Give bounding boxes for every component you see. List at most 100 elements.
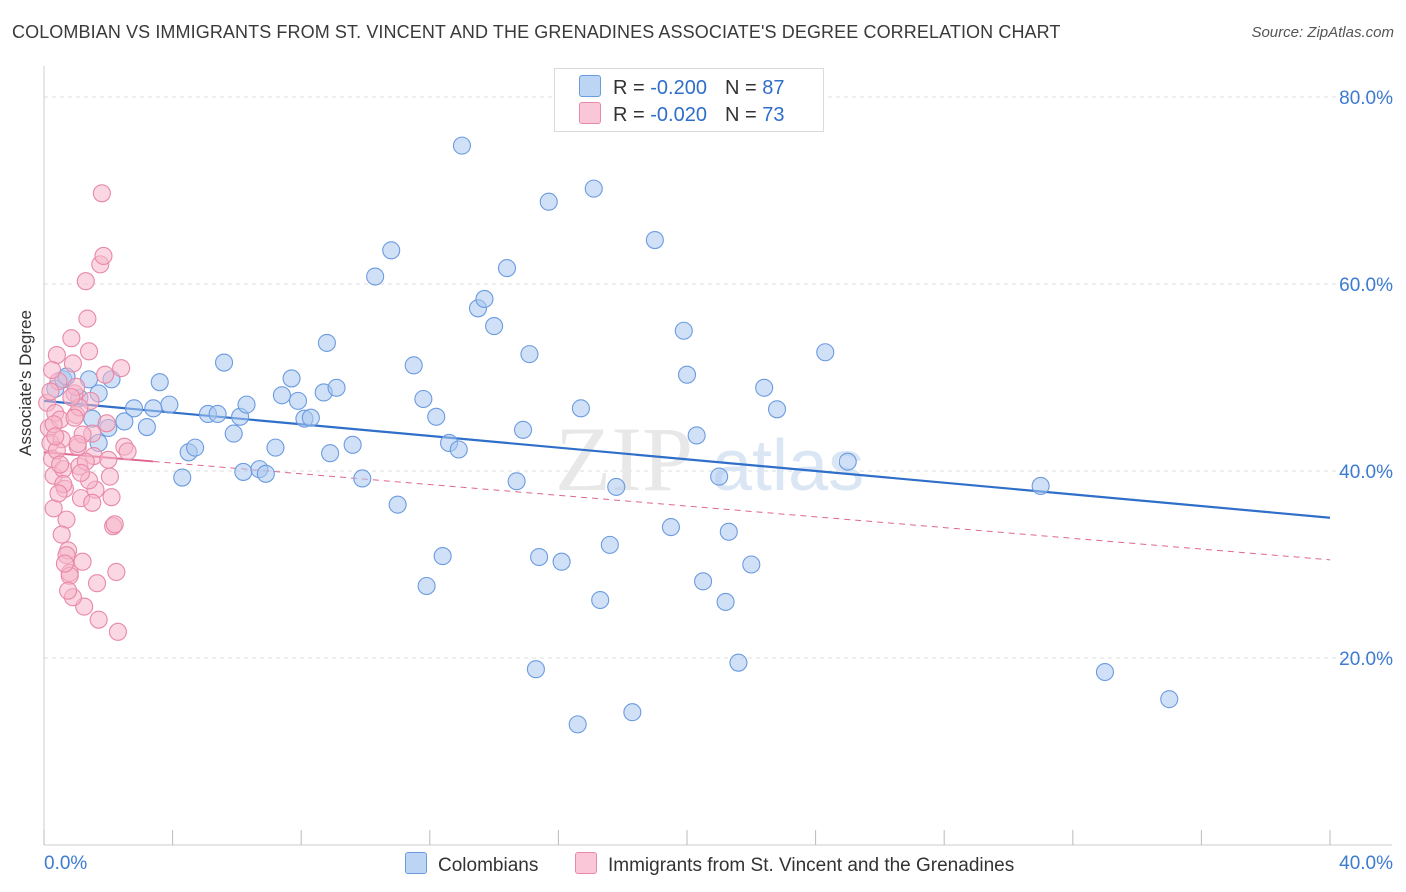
immigrant-point: [100, 467, 119, 486]
colombian-point: [520, 345, 539, 364]
colombian-point: [449, 440, 468, 459]
colombian-point: [366, 267, 385, 286]
immigrant-point: [89, 610, 108, 629]
colombian-point: [497, 259, 517, 278]
colombian-point: [729, 653, 748, 672]
colombian-point: [137, 418, 156, 437]
colombian-point: [343, 435, 362, 454]
source-label: Source: ZipAtlas.com: [1251, 24, 1394, 41]
colombian-point: [591, 590, 610, 610]
colombian-point: [452, 136, 472, 155]
colombian-point: [288, 391, 308, 410]
y-tick-label: 20.0%: [1339, 649, 1393, 670]
colombian-point: [388, 495, 407, 514]
colombian-point: [282, 369, 301, 388]
immigrant-point: [59, 581, 78, 600]
colombian-point: [485, 317, 504, 336]
immigrant-point: [105, 515, 124, 534]
immigrant-point: [63, 354, 82, 373]
immigrant-point: [87, 574, 107, 593]
immigrant-point: [94, 246, 113, 265]
tick-labels: 20.0% 40.0% 60.0% 80.0% 0.0% 40.0%: [44, 88, 1393, 874]
colombian-point: [115, 412, 134, 431]
colombian-point: [256, 464, 275, 483]
colombian-point: [710, 467, 729, 486]
immigrant-point: [41, 382, 60, 401]
colombian-point: [507, 472, 526, 491]
series-swatch-blue: [405, 852, 427, 874]
immigrant-point: [78, 309, 97, 328]
immigrant-point: [83, 493, 102, 512]
legend-n-value: 73: [762, 104, 785, 126]
immigrant-point: [76, 272, 95, 291]
y-tick-label: 80.0%: [1339, 88, 1393, 109]
immigrant-point: [46, 427, 65, 446]
colombian-point: [327, 378, 346, 397]
immigrant-point: [71, 463, 91, 482]
colombian-point: [266, 438, 285, 457]
colombian-point: [321, 444, 340, 463]
legend-swatch-blue: [579, 75, 601, 97]
colombian-point: [301, 408, 320, 427]
colombians-trend-line: [43, 399, 1331, 519]
colombian-point: [661, 518, 680, 537]
colombian-point: [1160, 690, 1179, 709]
colombian-point: [214, 353, 234, 372]
colombian-point: [742, 555, 761, 574]
immigrant-point: [55, 554, 74, 573]
colombian-point: [417, 576, 436, 596]
colombian-point: [414, 389, 433, 409]
legend-n-value: 87: [762, 77, 785, 99]
immigrant-point: [62, 329, 81, 348]
immigrant-point: [73, 552, 92, 571]
immigrant-point: [52, 525, 71, 544]
colombian-point: [186, 438, 205, 457]
immigrant-point: [62, 388, 81, 407]
immigrant-point: [96, 365, 115, 384]
watermark: ZIP atlas: [555, 408, 864, 510]
colombian-point: [687, 426, 706, 445]
colombian-point: [571, 399, 590, 418]
x-tick-label: 0.0%: [44, 853, 87, 874]
immigrant-point: [92, 184, 111, 203]
legend-n-label: N =: [724, 104, 763, 126]
colombian-point: [160, 395, 179, 414]
watermark-zip: ZIP: [555, 408, 693, 510]
colombian-point: [208, 404, 227, 424]
colombian-point: [353, 469, 372, 488]
watermark-atlas: atlas: [712, 426, 864, 506]
immigrant-point: [102, 488, 121, 507]
immigrant-point: [97, 414, 116, 433]
immigrant-point: [112, 359, 131, 378]
colombian-point: [600, 535, 619, 554]
immigrant-point: [51, 455, 70, 474]
chart-title: COLOMBIAN VS IMMIGRANTS FROM ST. VINCENT…: [12, 22, 1061, 42]
colombian-point: [526, 660, 545, 679]
colombian-point: [584, 179, 603, 198]
colombian-point: [150, 373, 169, 392]
y-tick-label: 40.0%: [1339, 462, 1393, 483]
immigrant-point: [57, 510, 76, 529]
legend-r-value: -0.020: [650, 104, 707, 126]
immigrant-point: [99, 450, 118, 469]
colombian-point: [552, 552, 571, 571]
immigrant-point: [42, 360, 62, 380]
colombian-point: [530, 547, 549, 567]
immigrant-point: [118, 442, 137, 461]
y-tick-label: 60.0%: [1339, 275, 1393, 296]
colombian-point: [234, 462, 253, 481]
legend-r-label: R =: [613, 104, 651, 126]
colombian-point: [539, 192, 558, 211]
immigrant-point: [47, 346, 66, 365]
immigrant-point: [68, 434, 87, 453]
immigrant-point: [107, 562, 126, 582]
colombian-point: [674, 321, 693, 340]
immigrant-point: [108, 622, 127, 641]
legend-swatch-pink: [579, 102, 601, 124]
legend-n-label: N =: [724, 77, 763, 99]
colombian-point: [1095, 662, 1114, 682]
colombian-point: [224, 424, 243, 443]
legend-r-label: R =: [613, 77, 651, 99]
x-tick-label: 40.0%: [1339, 853, 1393, 874]
